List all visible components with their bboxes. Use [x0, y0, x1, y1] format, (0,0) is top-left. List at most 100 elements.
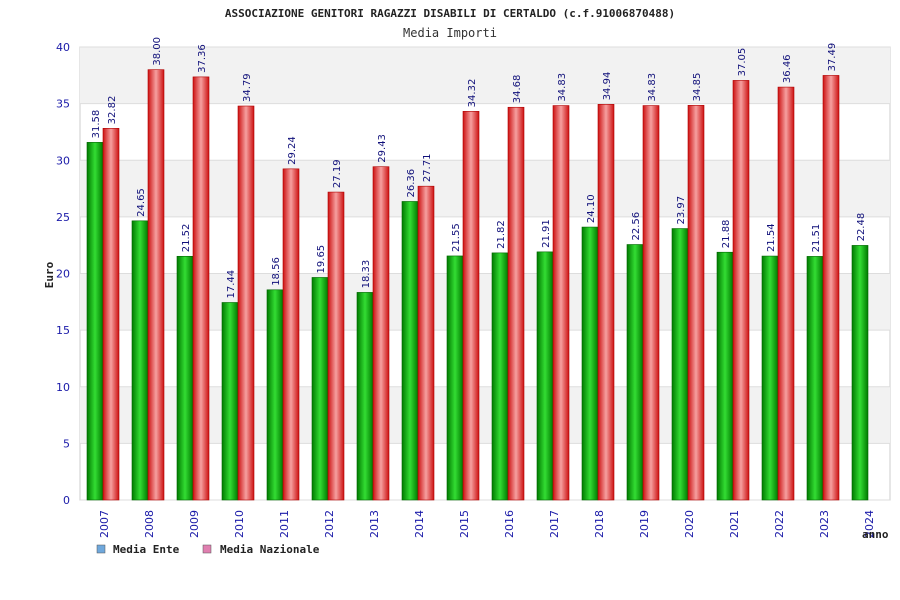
bar-media-nazionale-2022 — [777, 86, 795, 501]
y-tick-label: 30 — [56, 154, 70, 167]
bar-media-nazionale-2017 — [552, 105, 570, 501]
value-label-media-ente-2009: 21.52 — [181, 224, 192, 253]
x-tick-label-2022: 2022 — [773, 510, 786, 538]
value-label-media-ente-2015: 21.55 — [451, 223, 462, 252]
x-tick-label-2023: 2023 — [818, 510, 831, 538]
x-tick-label-2012: 2012 — [323, 510, 336, 538]
value-label-media-ente-2008: 24.65 — [136, 188, 147, 217]
x-tick-label-2013: 2013 — [368, 510, 381, 538]
bar-media-nazionale-2015 — [462, 111, 480, 501]
grid-band — [80, 160, 890, 217]
bar-media-nazionale-2011 — [282, 168, 300, 501]
bar-media-ente-2014 — [401, 201, 419, 501]
value-label-media-ente-2011: 18.56 — [271, 257, 282, 286]
y-tick-label: 20 — [56, 268, 70, 281]
bar-media-ente-2011 — [266, 289, 284, 501]
x-tick-label-2019: 2019 — [638, 510, 651, 538]
grid-lines — [80, 46, 890, 501]
value-label-media-ente-2024: 22.48 — [856, 213, 867, 242]
bar-media-nazionale-2019 — [642, 105, 660, 501]
value-label-media-ente-2023: 21.51 — [811, 224, 822, 253]
bar-media-ente-2023 — [806, 256, 824, 501]
value-label-media-nazionale-2009: 37.36 — [197, 44, 208, 73]
bar-media-ente-2019 — [626, 244, 644, 501]
bar-media-ente-2017 — [536, 251, 554, 501]
bar-media-ente-2008 — [131, 220, 149, 501]
y-axis-ticks: 0 5 10 15 20 25 30 35 40 — [56, 41, 70, 507]
y-tick-label: 10 — [56, 381, 70, 394]
value-label-media-ente-2019: 22.56 — [631, 212, 642, 241]
bar-media-ente-2016 — [491, 252, 509, 501]
legend-label-media-ente: Media Ente — [113, 543, 180, 556]
bar-media-ente-2010 — [221, 302, 239, 501]
bar-media-ente-2012 — [311, 277, 329, 501]
x-tick-label-2015: 2015 — [458, 510, 471, 538]
value-label-media-nazionale-2020: 34.85 — [692, 73, 703, 102]
bar-media-nazionale-2018 — [597, 104, 615, 501]
value-label-media-nazionale-2022: 36.46 — [782, 54, 793, 83]
value-label-media-nazionale-2008: 38.00 — [152, 37, 163, 66]
bar-media-ente-2009 — [176, 255, 194, 501]
x-tick-label-2021: 2021 — [728, 510, 741, 538]
legend: Media Ente Media Nazionale — [96, 543, 320, 556]
value-label-media-nazionale-2013: 29.43 — [377, 134, 388, 163]
bar-media-nazionale-2021 — [732, 80, 750, 501]
x-axis-ticks: 2007 2008 2009 2010 2011 2012 2013 2014 2015 2016… — [98, 510, 876, 538]
x-tick-label-2011: 2011 — [278, 510, 291, 538]
bar-media-ente-2020 — [671, 228, 689, 501]
value-label-media-ente-2021: 21.88 — [721, 220, 732, 249]
value-label-media-ente-2018: 24.10 — [586, 194, 597, 223]
chart-title: ASSOCIAZIONE GENITORI RAGAZZI DISABILI D… — [225, 7, 675, 20]
grid-band — [80, 386, 890, 444]
bar-media-nazionale-2014 — [417, 185, 435, 501]
y-axis-title: Euro — [43, 261, 56, 288]
value-label-media-ente-2017: 21.91 — [541, 219, 552, 248]
bar-media-nazionale-2009 — [192, 76, 210, 501]
bar-media-ente-2018 — [581, 226, 599, 501]
x-tick-label-2009: 2009 — [188, 510, 201, 538]
bar-media-nazionale-2023 — [822, 75, 840, 501]
y-tick-label: 0 — [63, 494, 70, 507]
value-label-media-nazionale-2014: 27.71 — [422, 154, 433, 183]
value-label-media-nazionale-2015: 34.32 — [467, 79, 478, 108]
chart-subtitle: Media Importi — [403, 26, 497, 40]
value-label-media-nazionale-2018: 34.94 — [602, 72, 613, 101]
y-tick-label: 25 — [56, 211, 70, 224]
x-axis-title: anno — [862, 528, 889, 541]
value-label-media-nazionale-2019: 34.83 — [647, 73, 658, 102]
bar-media-ente-2024 — [851, 245, 869, 501]
bar-media-nazionale-2016 — [507, 106, 525, 501]
x-tick-label-2010: 2010 — [233, 510, 246, 538]
bar-media-nazionale-2010 — [237, 105, 255, 501]
grid-band — [80, 273, 890, 331]
y-tick-label: 40 — [56, 41, 70, 54]
value-label-media-nazionale-2007: 32.82 — [107, 96, 118, 125]
grid-band — [80, 47, 890, 104]
bars — [86, 69, 869, 501]
x-tick-label-2014: 2014 — [413, 510, 426, 538]
value-label-media-ente-2020: 23.97 — [676, 196, 687, 225]
bar-media-nazionale-2008 — [147, 69, 165, 501]
value-labels: 31.58 32.82 24.65 38.00 21.52 37.36 17.44 34.79… — [91, 37, 867, 298]
bar-media-nazionale-2013 — [372, 166, 390, 501]
value-label-media-nazionale-2012: 27.19 — [332, 159, 343, 188]
bar-media-nazionale-2007 — [102, 128, 120, 501]
value-label-media-nazionale-2011: 29.24 — [287, 136, 298, 165]
legend-label-media-nazionale: Media Nazionale — [220, 543, 320, 556]
x-tick-label-2017: 2017 — [548, 510, 561, 538]
value-label-media-ente-2010: 17.44 — [226, 270, 237, 299]
x-tick-label-2007: 2007 — [98, 510, 111, 538]
value-label-media-nazionale-2023: 37.49 — [827, 43, 838, 72]
x-tick-label-2016: 2016 — [503, 510, 516, 538]
value-label-media-nazionale-2016: 34.68 — [512, 75, 523, 104]
bar-media-nazionale-2012 — [327, 191, 345, 501]
value-label-media-ente-2016: 21.82 — [496, 220, 507, 249]
value-label-media-nazionale-2017: 34.83 — [557, 73, 568, 102]
bar-media-ente-2015 — [446, 255, 464, 501]
bar-media-ente-2021 — [716, 251, 734, 501]
x-tick-label-2020: 2020 — [683, 510, 696, 538]
value-label-media-nazionale-2021: 37.05 — [737, 48, 748, 77]
x-tick-label-2024: 2024 — [863, 510, 876, 538]
y-tick-label: 5 — [63, 437, 70, 450]
